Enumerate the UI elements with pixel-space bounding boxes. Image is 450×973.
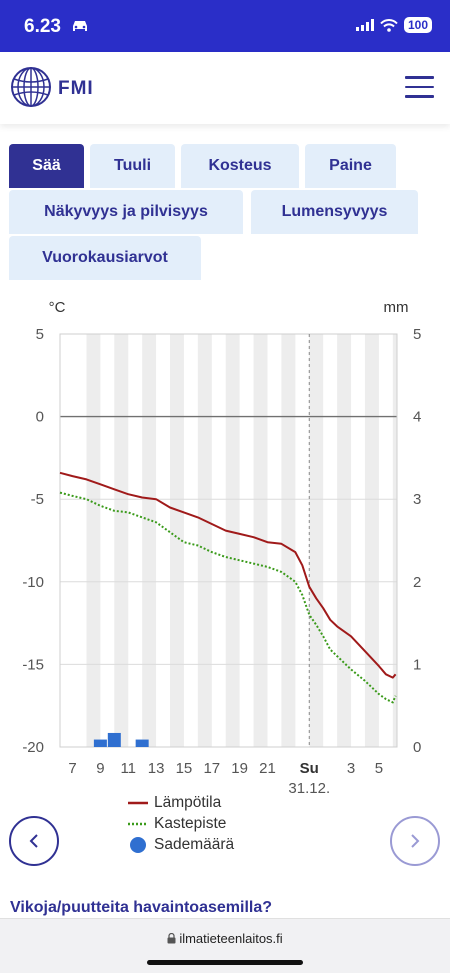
y-left-tick-label: -10 bbox=[22, 574, 44, 591]
y-right-tick-label: 3 bbox=[413, 491, 421, 508]
y-right-tick-label: 5 bbox=[413, 326, 421, 343]
hour-stripe bbox=[142, 334, 157, 747]
url-text: ilmatieteenlaitos.fi bbox=[179, 931, 283, 946]
x-tick-label: 11 bbox=[120, 760, 136, 777]
tab-vuorokausiarvot[interactable]: Vuorokausiarvot bbox=[9, 236, 201, 280]
y-right-tick-label: 2 bbox=[413, 574, 421, 591]
logo-text: FMI bbox=[58, 78, 94, 99]
hour-stripe bbox=[197, 334, 212, 747]
right-axis-unit: mm bbox=[384, 299, 409, 316]
date-label: 31.12. bbox=[288, 780, 330, 797]
tab-lumensyvyys[interactable]: Lumensyvyys bbox=[251, 190, 418, 234]
weather-chart[interactable]: °C mm 5 0 -5 -10 -15 -20 5 4 3 2 1 0 7 9 11 13 15 17 19 21 Su 3… bbox=[0, 290, 450, 800]
legend-item-kastepiste[interactable]: Kastepiste bbox=[128, 813, 234, 834]
x-tick-label: 3 bbox=[347, 760, 355, 777]
plot-border bbox=[59, 333, 398, 748]
tab-nakyvyys[interactable]: Näkyvyys ja pilvisyys bbox=[9, 190, 243, 234]
x-tick-label: 21 bbox=[259, 760, 276, 777]
x-tick-label: 17 bbox=[203, 760, 220, 777]
fmi-logo-icon[interactable] bbox=[10, 66, 52, 108]
y-left-tick-label: -20 bbox=[22, 739, 44, 756]
lock-icon bbox=[167, 932, 176, 944]
hour-stripe bbox=[86, 334, 101, 747]
status-time: 6.23 bbox=[24, 16, 61, 37]
x-tick-label: 7 bbox=[68, 760, 76, 777]
hour-stripe bbox=[114, 334, 129, 747]
x-tick-label: 13 bbox=[148, 760, 165, 777]
hamburger-menu-icon[interactable] bbox=[405, 76, 434, 98]
precipitation-bar bbox=[93, 739, 107, 747]
app-header: FMI bbox=[0, 52, 450, 124]
precipitation-bar bbox=[135, 739, 149, 747]
car-icon bbox=[73, 21, 87, 31]
legend-line-swatch bbox=[128, 801, 148, 804]
x-tick-label: 9 bbox=[96, 760, 104, 777]
x-tick-label: 15 bbox=[176, 760, 193, 777]
signal-icon bbox=[355, 19, 374, 31]
x-tick-label: 5 bbox=[375, 760, 383, 777]
x-tick-label: Su bbox=[300, 760, 319, 777]
dewpoint-line bbox=[59, 491, 397, 704]
legend-label: Lämpötila bbox=[154, 793, 222, 811]
status-indicators: 100 bbox=[355, 17, 432, 33]
legend-dot-swatch bbox=[130, 836, 146, 853]
legend-label: Kastepiste bbox=[154, 814, 227, 832]
y-left-tick-label: -5 bbox=[31, 491, 44, 508]
home-indicator bbox=[147, 960, 303, 965]
wifi-icon bbox=[380, 18, 398, 32]
previous-button[interactable] bbox=[9, 816, 59, 866]
hour-stripe bbox=[170, 334, 184, 747]
chart-legend: Lämpötila Kastepiste Sademäärä bbox=[128, 792, 234, 855]
tab-paine[interactable]: Paine bbox=[305, 144, 396, 188]
next-button[interactable] bbox=[390, 816, 440, 866]
legend-item-lampotila[interactable]: Lämpötila bbox=[128, 792, 234, 813]
chevron-left-icon bbox=[29, 834, 38, 848]
hour-stripe bbox=[392, 334, 397, 747]
tab-tuuli[interactable]: Tuuli bbox=[90, 144, 175, 188]
tab-kosteus[interactable]: Kosteus bbox=[181, 144, 299, 188]
url-display: ilmatieteenlaitos.fi bbox=[0, 931, 450, 946]
browser-url-bar[interactable]: ilmatieteenlaitos.fi bbox=[0, 918, 450, 973]
hour-stripe bbox=[225, 334, 240, 747]
temperature-line bbox=[59, 471, 397, 679]
chevron-right-icon bbox=[411, 834, 420, 848]
x-tick-label: 19 bbox=[231, 760, 248, 777]
legend-label: Sademäärä bbox=[154, 835, 235, 853]
y-right-tick-label: 0 bbox=[413, 739, 421, 756]
legend-dotted-swatch bbox=[128, 822, 148, 825]
y-left-tick-label: 5 bbox=[36, 326, 44, 343]
status-bar: 6.23 100 bbox=[0, 0, 450, 52]
y-left-tick-label: -15 bbox=[22, 656, 44, 673]
y-left-tick-label: 0 bbox=[36, 409, 44, 426]
left-axis-unit: °C bbox=[49, 299, 66, 316]
hour-stripe bbox=[364, 334, 379, 747]
legend-item-sademaara[interactable]: Sademäärä bbox=[128, 834, 234, 855]
y-right-tick-label: 1 bbox=[413, 656, 421, 673]
y-right-tick-label: 4 bbox=[413, 409, 421, 426]
precipitation-bar bbox=[107, 732, 121, 747]
battery-indicator: 100 bbox=[403, 17, 432, 33]
hour-stripe bbox=[337, 334, 352, 747]
faults-link[interactable]: Vikoja/puutteita havaintoasemilla? bbox=[10, 899, 272, 916]
hour-stripe bbox=[309, 334, 324, 747]
tab-saa[interactable]: Sää bbox=[9, 144, 84, 188]
hour-stripe bbox=[281, 334, 296, 747]
